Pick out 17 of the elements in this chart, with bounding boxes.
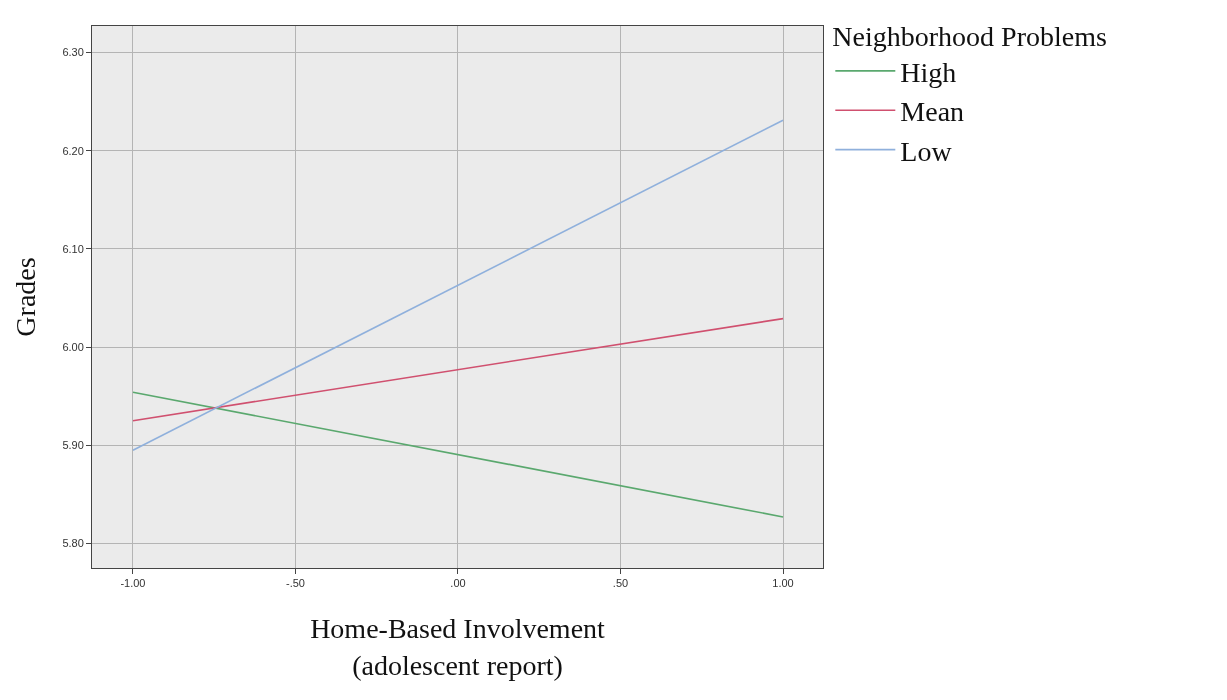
x-tick-label: .00	[450, 577, 466, 590]
x-tick-label: .50	[612, 577, 629, 590]
y-tick-label: 6.20	[62, 144, 84, 157]
x-tick-label: -1.00	[120, 577, 146, 590]
x-tick-label: -.50	[285, 577, 305, 590]
y-tick-label: 6.30	[62, 46, 84, 59]
legend-label: Mean	[900, 96, 965, 128]
y-tick-label: 5.80	[62, 537, 84, 550]
legend-label: High	[900, 56, 957, 88]
y-tick-label: 6.00	[62, 340, 84, 353]
legend-label: Low	[900, 135, 953, 167]
y-tick-label: 6.10	[62, 242, 84, 255]
y-axis-title: Grades	[10, 257, 42, 337]
x-tick-label: 1.00	[772, 577, 794, 590]
legend-title: Neighborhood Problems	[832, 21, 1107, 53]
y-tick-label: 5.90	[62, 439, 84, 452]
x-axis-title: Home-Based Involvement (adolescent report)	[310, 613, 606, 681]
